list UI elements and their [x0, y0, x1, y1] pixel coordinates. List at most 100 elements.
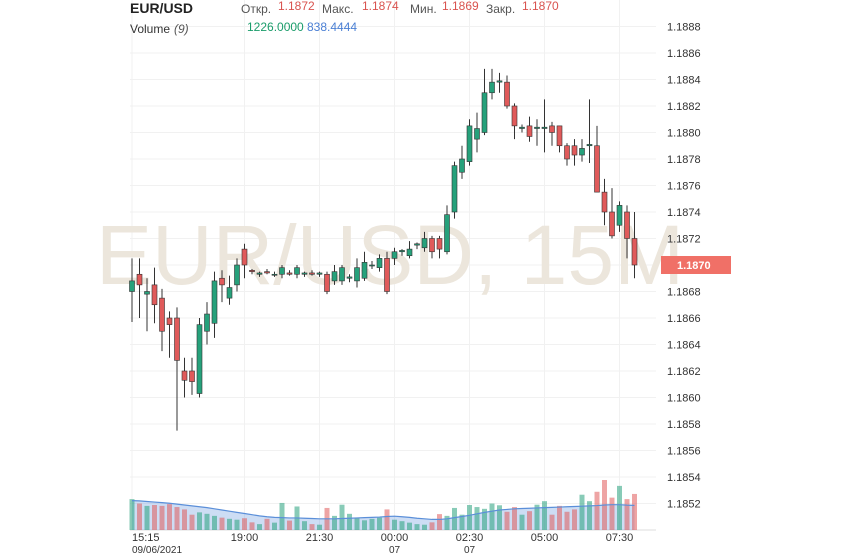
candle-body	[309, 272, 315, 275]
candle-body	[339, 267, 345, 282]
volume-bar	[489, 503, 495, 530]
watermark: EUR/USD, 15M	[96, 208, 684, 302]
candle-body	[181, 370, 188, 381]
close-label: Закр.	[486, 2, 515, 16]
volume-bar	[429, 522, 435, 530]
volume-bar	[257, 524, 262, 530]
candle-body	[609, 211, 615, 237]
x-tick-label: 00:00	[381, 532, 409, 544]
volume-bar	[309, 524, 315, 530]
candle-body	[361, 262, 368, 279]
volume-bar	[302, 521, 307, 530]
volume-bar	[392, 519, 397, 530]
close-value: 1.1870	[522, 0, 559, 13]
volume-bar	[572, 509, 577, 530]
volume-bar	[497, 505, 502, 530]
volume-bar	[152, 505, 157, 530]
candle-body	[144, 291, 150, 295]
open-value: 1.1872	[278, 0, 315, 13]
volume-bar	[459, 514, 465, 530]
candle-body	[226, 287, 233, 299]
volume-bar	[219, 517, 225, 530]
candle-body	[346, 276, 353, 279]
x-tick-label: 19:00	[231, 532, 259, 544]
volume-bar	[384, 509, 390, 530]
volume-bar	[204, 513, 210, 530]
y-tick-label: 1.1886	[667, 48, 701, 60]
volume-bar	[279, 502, 285, 530]
y-tick-label: 1.1878	[667, 154, 701, 166]
volume-bar	[444, 515, 450, 530]
candle-body	[391, 251, 398, 259]
volume-bar	[377, 517, 382, 530]
volume-bar	[197, 512, 202, 530]
volume-bar	[542, 501, 547, 530]
candle-body	[241, 248, 248, 266]
volume-bar	[617, 485, 622, 530]
candle-body	[459, 158, 465, 173]
x-tick-date: 09/06/2021	[132, 545, 182, 556]
candle-body	[324, 273, 330, 292]
candle-body	[601, 191, 608, 213]
volume-bar	[174, 507, 180, 530]
candle-body	[624, 211, 630, 239]
candle-body	[219, 277, 225, 286]
low-value: 1.1869	[442, 0, 479, 13]
volume-bar	[482, 508, 487, 530]
y-tick-label: 1.1876	[667, 181, 701, 193]
candle-body	[564, 145, 570, 160]
volume-bar	[129, 499, 135, 530]
volume-bar	[624, 499, 630, 530]
candle-body	[264, 271, 270, 274]
candle-body	[616, 205, 623, 226]
y-tick-label: 1.1862	[667, 366, 701, 378]
x-tick-label: 02:30	[456, 532, 484, 544]
candle-body	[166, 317, 173, 325]
volume-bar	[264, 518, 270, 530]
volume-bar	[534, 504, 540, 530]
candle-body	[631, 238, 638, 266]
candle-body	[151, 284, 158, 306]
y-tick-label: 1.1872	[667, 234, 701, 246]
candle-body	[421, 238, 428, 249]
volume-bar	[272, 522, 277, 530]
candle-body	[406, 248, 413, 257]
volume-bar	[519, 514, 525, 530]
candle-body	[301, 272, 308, 275]
last-price-tag	[661, 256, 731, 274]
volume-bar	[212, 515, 217, 530]
y-tick-label: 1.1880	[667, 128, 701, 140]
candle-body	[571, 145, 578, 156]
candle-body	[489, 81, 495, 94]
candle-body	[294, 267, 300, 275]
volume-bar	[354, 517, 360, 530]
y-tick-label: 1.1888	[667, 22, 701, 34]
volume-bar	[452, 507, 457, 530]
volume-period: (9)	[174, 22, 189, 36]
candle-body	[429, 238, 435, 253]
x-tick-label: 15:15	[132, 532, 160, 544]
y-tick-label: 1.1866	[667, 313, 701, 325]
volume-bar	[512, 507, 517, 530]
candle-body	[249, 269, 255, 272]
candle-body	[159, 297, 165, 332]
x-tick-label: 07:30	[606, 532, 634, 544]
volume-bar	[399, 521, 405, 530]
candle-body	[549, 125, 555, 133]
volume-bar	[137, 503, 142, 530]
candle-body	[451, 165, 458, 213]
candle-body	[496, 80, 503, 83]
low-label: Мин.	[410, 2, 437, 16]
volume-bar	[437, 514, 442, 530]
candle-body	[556, 125, 563, 147]
volume-label: Volume	[130, 22, 170, 36]
volume-bar	[234, 519, 240, 530]
volume-bar	[167, 504, 172, 530]
volume-bar	[407, 522, 412, 530]
candle-body	[436, 238, 443, 250]
candle-body	[204, 313, 210, 332]
volume-bar	[467, 505, 472, 530]
volume-bar	[474, 507, 480, 530]
candle-body	[234, 264, 240, 286]
candle-body	[316, 272, 323, 275]
